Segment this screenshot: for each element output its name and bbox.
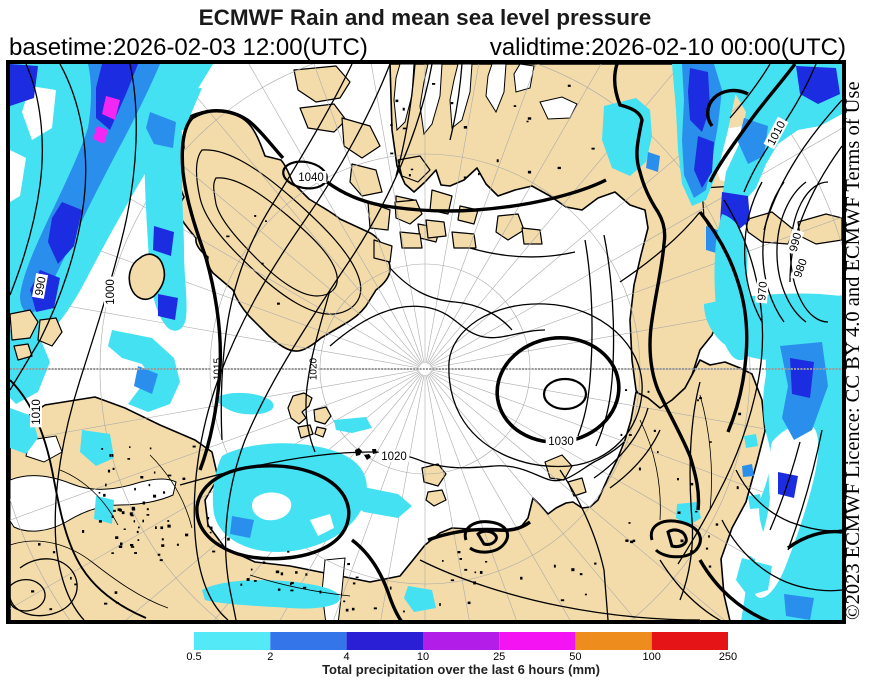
svg-text:2: 2 bbox=[267, 651, 273, 663]
svg-text:970: 970 bbox=[756, 281, 770, 301]
svg-text:25: 25 bbox=[493, 651, 505, 663]
svg-text:1040: 1040 bbox=[298, 172, 324, 184]
svg-text:4: 4 bbox=[344, 651, 350, 663]
svg-text:250: 250 bbox=[719, 651, 737, 663]
svg-text:Total precipitation over the l: Total precipitation over the last 6 hour… bbox=[322, 662, 600, 677]
svg-text:©2023 ECMWF Licence: CC BY 4.0: ©2023 ECMWF Licence: CC BY 4.0 and ECMWF… bbox=[842, 81, 864, 620]
svg-text:validtime:2026-02-10 00:00(UTC: validtime:2026-02-10 00:00(UTC) bbox=[490, 34, 846, 61]
svg-text:ECMWF Rain and mean sea level: ECMWF Rain and mean sea level pressure bbox=[199, 5, 652, 30]
svg-text:10: 10 bbox=[417, 651, 429, 663]
svg-text:1030: 1030 bbox=[548, 436, 574, 448]
svg-text:0.5: 0.5 bbox=[186, 651, 201, 663]
svg-text:100: 100 bbox=[643, 651, 661, 663]
svg-text:1000: 1000 bbox=[105, 279, 117, 305]
svg-text:1015: 1015 bbox=[213, 357, 224, 380]
svg-text:basetime:2026-02-03 12:00(UTC): basetime:2026-02-03 12:00(UTC) bbox=[9, 34, 368, 61]
svg-text:1020: 1020 bbox=[381, 451, 407, 463]
svg-text:1010: 1010 bbox=[31, 399, 43, 425]
svg-text:990: 990 bbox=[788, 231, 805, 253]
svg-text:1020: 1020 bbox=[309, 357, 320, 380]
svg-text:50: 50 bbox=[569, 651, 581, 663]
svg-text:990: 990 bbox=[34, 276, 49, 297]
